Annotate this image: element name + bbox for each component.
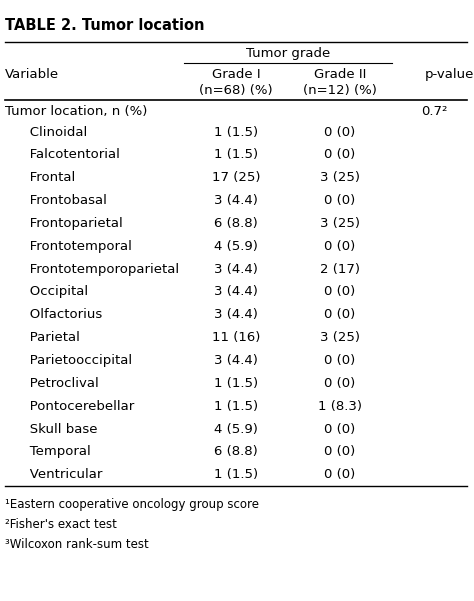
Text: 17 (25): 17 (25) bbox=[212, 171, 260, 185]
Text: 0 (0): 0 (0) bbox=[324, 423, 356, 436]
Text: 0 (0): 0 (0) bbox=[324, 468, 356, 481]
Text: 0 (0): 0 (0) bbox=[324, 354, 356, 367]
Text: ²Fisher's exact test: ²Fisher's exact test bbox=[5, 518, 117, 531]
Text: 0 (0): 0 (0) bbox=[324, 377, 356, 390]
Text: 2 (17): 2 (17) bbox=[320, 263, 360, 276]
Text: Skull base: Skull base bbox=[17, 423, 97, 436]
Text: (n=12) (%): (n=12) (%) bbox=[303, 84, 377, 97]
Text: 1 (8.3): 1 (8.3) bbox=[318, 400, 362, 413]
Text: 3 (25): 3 (25) bbox=[320, 217, 360, 230]
Text: Variable: Variable bbox=[5, 68, 59, 81]
Text: Ventricular: Ventricular bbox=[17, 468, 102, 481]
Text: p-value: p-value bbox=[425, 68, 474, 81]
Text: Frontoparietal: Frontoparietal bbox=[17, 217, 122, 230]
Text: 6 (8.8): 6 (8.8) bbox=[214, 217, 258, 230]
Text: Grade I: Grade I bbox=[212, 68, 260, 81]
Text: 3 (4.4): 3 (4.4) bbox=[214, 194, 258, 207]
Text: Frontotemporoparietal: Frontotemporoparietal bbox=[17, 263, 179, 276]
Text: Grade II: Grade II bbox=[314, 68, 366, 81]
Text: (n=68) (%): (n=68) (%) bbox=[199, 84, 273, 97]
Text: Olfactorius: Olfactorius bbox=[17, 308, 102, 322]
Text: 1 (1.5): 1 (1.5) bbox=[214, 126, 258, 139]
Text: 3 (25): 3 (25) bbox=[320, 331, 360, 344]
Text: Temporal: Temporal bbox=[17, 445, 90, 459]
Text: 0 (0): 0 (0) bbox=[324, 148, 356, 162]
Text: 0 (0): 0 (0) bbox=[324, 194, 356, 207]
Text: 3 (4.4): 3 (4.4) bbox=[214, 354, 258, 367]
Text: Tumor grade: Tumor grade bbox=[246, 47, 330, 60]
Text: Frontal: Frontal bbox=[17, 171, 75, 185]
Text: 1 (1.5): 1 (1.5) bbox=[214, 148, 258, 162]
Text: ¹Eastern cooperative oncology group score: ¹Eastern cooperative oncology group scor… bbox=[5, 498, 259, 511]
Text: 0 (0): 0 (0) bbox=[324, 240, 356, 253]
Text: 0 (0): 0 (0) bbox=[324, 285, 356, 299]
Text: Petroclival: Petroclival bbox=[17, 377, 98, 390]
Text: 6 (8.8): 6 (8.8) bbox=[214, 445, 258, 459]
Text: Tumor location, n (%): Tumor location, n (%) bbox=[5, 105, 147, 118]
Text: 4 (5.9): 4 (5.9) bbox=[214, 240, 258, 253]
Text: ³Wilcoxon rank-sum test: ³Wilcoxon rank-sum test bbox=[5, 538, 148, 551]
Text: 0 (0): 0 (0) bbox=[324, 445, 356, 459]
Text: Pontocerebellar: Pontocerebellar bbox=[17, 400, 134, 413]
Text: Occipital: Occipital bbox=[17, 285, 88, 299]
Text: Parietal: Parietal bbox=[17, 331, 80, 344]
Text: 4 (5.9): 4 (5.9) bbox=[214, 423, 258, 436]
Text: 11 (16): 11 (16) bbox=[212, 331, 260, 344]
Text: 0 (0): 0 (0) bbox=[324, 126, 356, 139]
Text: 3 (4.4): 3 (4.4) bbox=[214, 308, 258, 322]
Text: 1 (1.5): 1 (1.5) bbox=[214, 400, 258, 413]
Text: Falcotentorial: Falcotentorial bbox=[17, 148, 119, 162]
Text: TABLE 2. Tumor location: TABLE 2. Tumor location bbox=[5, 18, 204, 33]
Text: 1 (1.5): 1 (1.5) bbox=[214, 377, 258, 390]
Text: Parietooccipital: Parietooccipital bbox=[17, 354, 132, 367]
Text: 1 (1.5): 1 (1.5) bbox=[214, 468, 258, 481]
Text: 0 (0): 0 (0) bbox=[324, 308, 356, 322]
Text: 3 (4.4): 3 (4.4) bbox=[214, 263, 258, 276]
Text: Clinoidal: Clinoidal bbox=[17, 126, 87, 139]
Text: 3 (4.4): 3 (4.4) bbox=[214, 285, 258, 299]
Text: Frontobasal: Frontobasal bbox=[17, 194, 106, 207]
Text: 3 (25): 3 (25) bbox=[320, 171, 360, 185]
Text: Frontotemporal: Frontotemporal bbox=[17, 240, 131, 253]
Text: 0.7²: 0.7² bbox=[421, 105, 447, 118]
